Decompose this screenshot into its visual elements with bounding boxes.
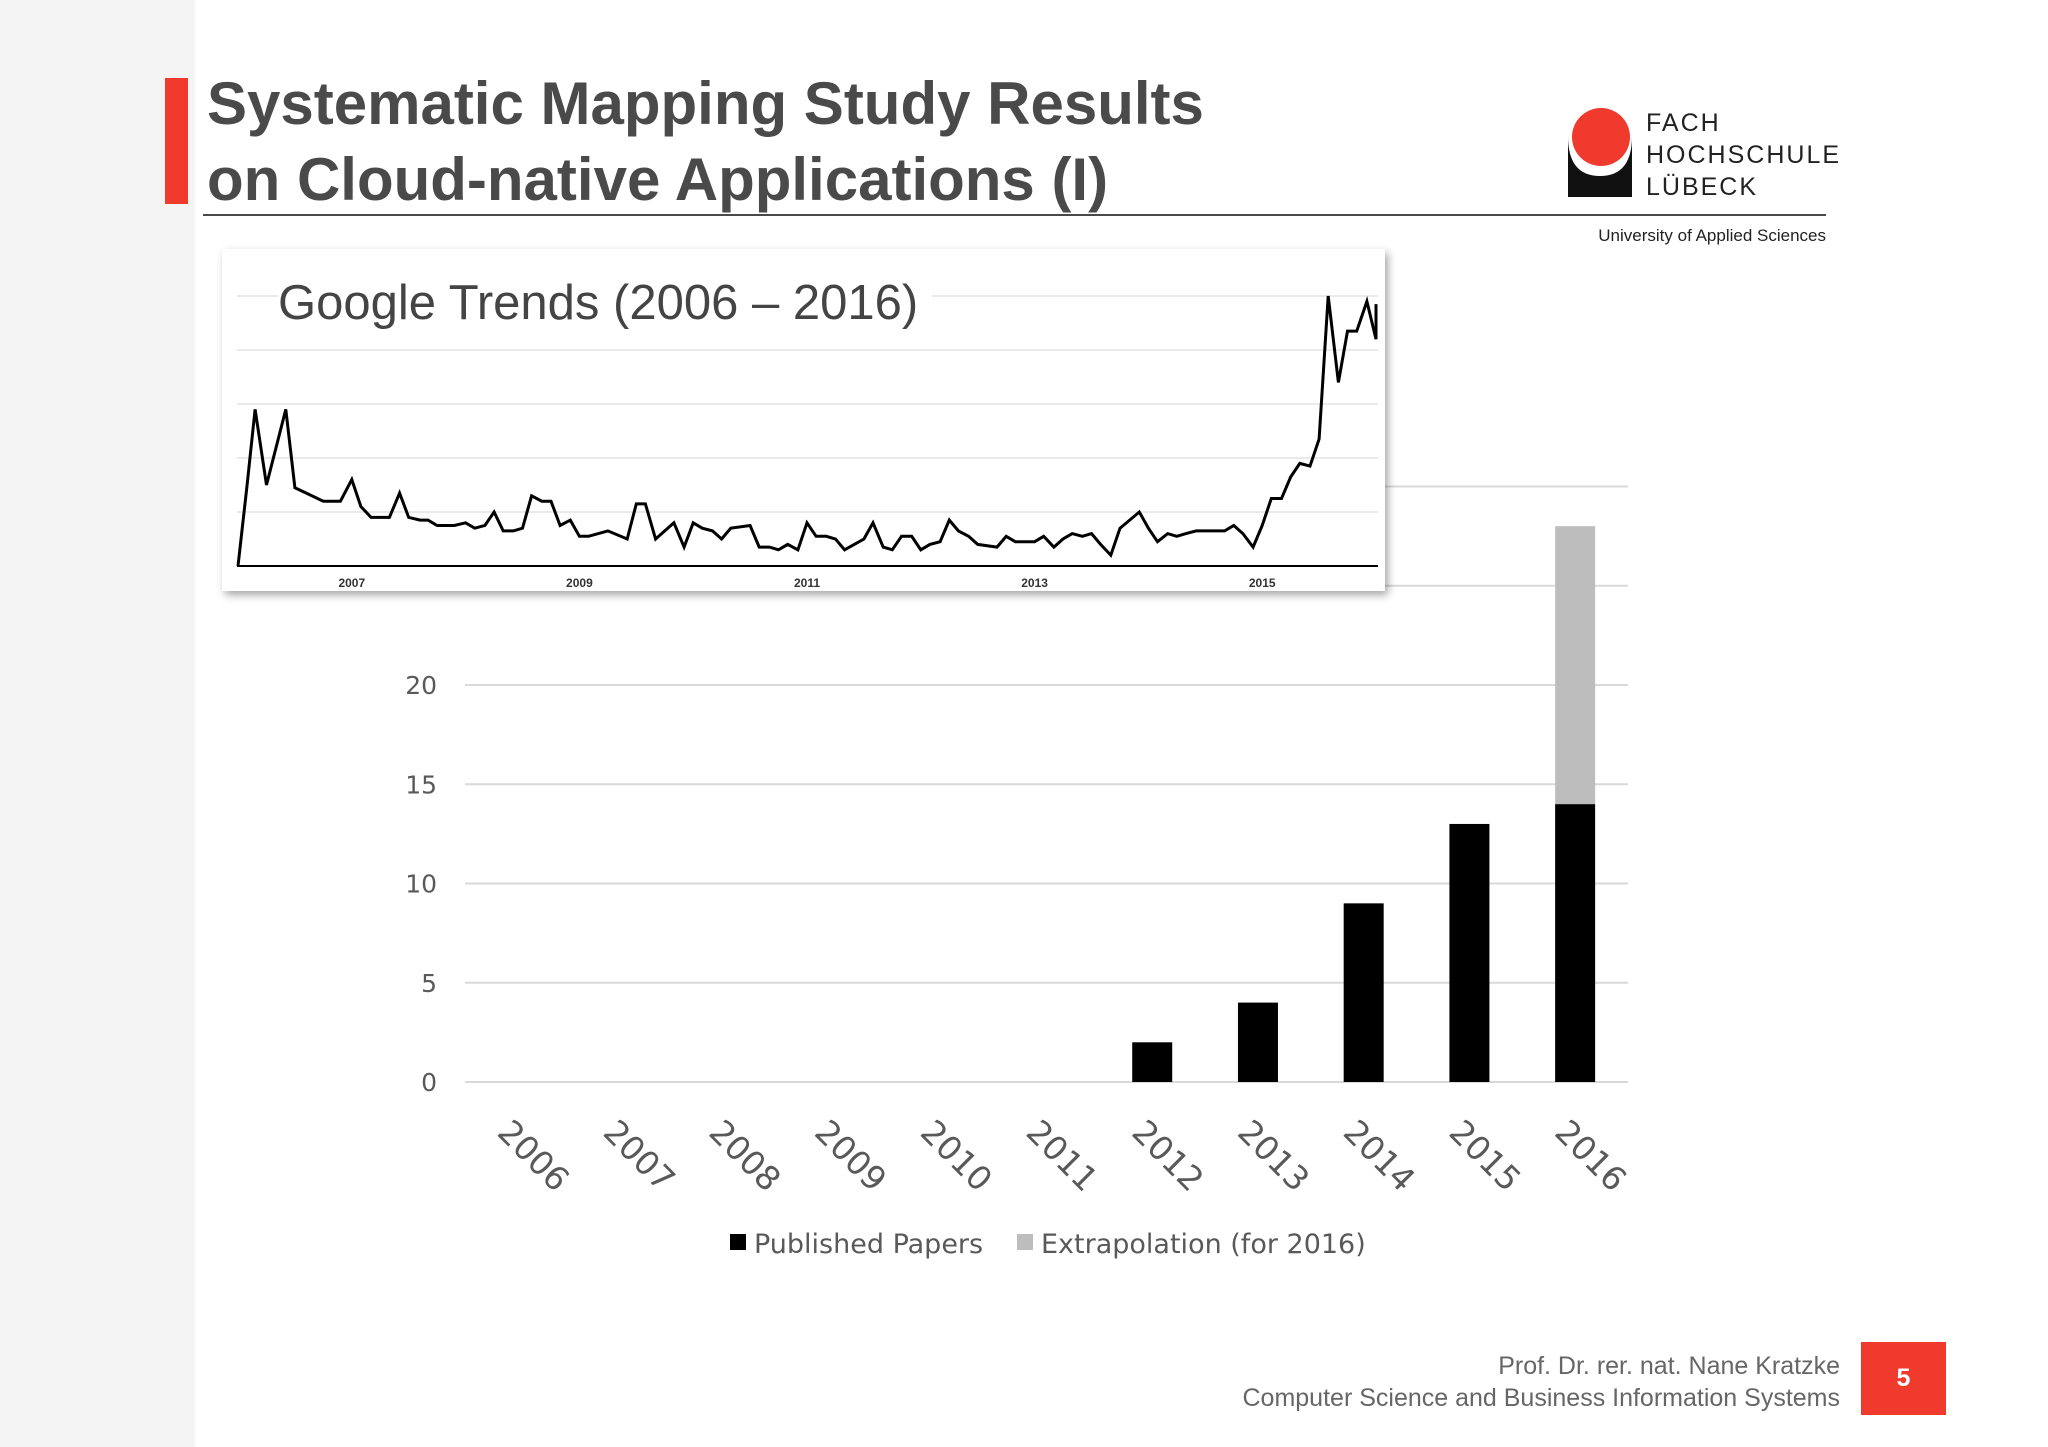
trend-x-tick-label: 2015 [1249, 576, 1276, 590]
y-tick-label: 5 [421, 969, 437, 998]
footer-department: Computer Science and Business Informatio… [1242, 1384, 1841, 1412]
x-tick-label: 2009 [807, 1112, 894, 1199]
google-trends-inset: 2007 2009 2011 2013 2015 Google Trends (2006… [222, 249, 1385, 591]
legend-swatch-extrapolation [1017, 1234, 1033, 1250]
trend-x-tick-label: 2007 [338, 576, 365, 590]
title-accent-bar [165, 78, 188, 204]
x-tick-label: 2012 [1125, 1112, 1212, 1199]
x-tick-label: 2014 [1336, 1112, 1423, 1199]
university-logo-text: FACH HOCHSCHULE LÜBECK [1646, 107, 1841, 203]
bar-published-papers [1555, 804, 1596, 1082]
bar-published-papers [1449, 823, 1490, 1082]
x-tick-label: 2015 [1442, 1112, 1529, 1199]
x-tick-label: 2013 [1230, 1112, 1317, 1199]
slide-title-line-1: Systematic Mapping Study Results [207, 70, 1204, 137]
google-trends-chart: 2007 2009 2011 2013 2015 [236, 295, 1378, 590]
google-trends-title: Google Trends (2006 – 2016) [278, 275, 933, 331]
bar-published-papers [1343, 903, 1384, 1082]
page-number: 5 [1861, 1342, 1946, 1415]
bar-published-papers [1237, 1002, 1278, 1082]
trend-x-tick-label: 2009 [566, 576, 593, 590]
x-tick-label: 2006 [490, 1112, 577, 1199]
background-shade [0, 0, 195, 1447]
trend-series-line [236, 295, 1378, 567]
legend-swatch-published [730, 1234, 746, 1250]
trend-x-tick-label: 2011 [794, 576, 820, 590]
slide-title: Systematic Mapping Study Results on Clou… [207, 66, 1307, 218]
slide-title-line-2: on Cloud-native Applications (I) [207, 146, 1109, 213]
footer-credits: Prof. Dr. rer. nat. Nane Kratzke Compute… [1243, 1350, 1841, 1414]
x-tick-label: 2011 [1019, 1112, 1106, 1199]
y-tick-label: 10 [405, 870, 437, 899]
legend-label-published: Published Papers [754, 1229, 983, 1260]
legend-label-extrapolation: Extrapolation (for 2016) [1041, 1229, 1366, 1260]
trend-x-tick-label: 2013 [1021, 576, 1048, 590]
y-tick-label: 20 [405, 671, 437, 700]
footer-author: Prof. Dr. rer. nat. Nane Kratzke [1498, 1352, 1840, 1380]
x-tick-label: 2008 [702, 1112, 789, 1199]
logo-line-3: LÜBECK [1646, 173, 1759, 201]
bar-extrapolation [1555, 526, 1596, 805]
y-tick-label: 15 [405, 770, 437, 799]
x-tick-label: 2007 [596, 1112, 683, 1199]
university-subtitle: University of Applied Sciences [1598, 226, 1826, 245]
x-tick-label: 2016 [1547, 1112, 1634, 1199]
title-divider [203, 214, 1826, 216]
x-tick-label: 2010 [913, 1112, 1000, 1199]
logo-line-1: FACH [1646, 109, 1721, 137]
bar-published-papers [1132, 1042, 1173, 1082]
y-tick-label: 0 [421, 1068, 437, 1097]
university-logo-icon [1568, 108, 1632, 197]
logo-line-2: HOCHSCHULE [1646, 141, 1842, 169]
